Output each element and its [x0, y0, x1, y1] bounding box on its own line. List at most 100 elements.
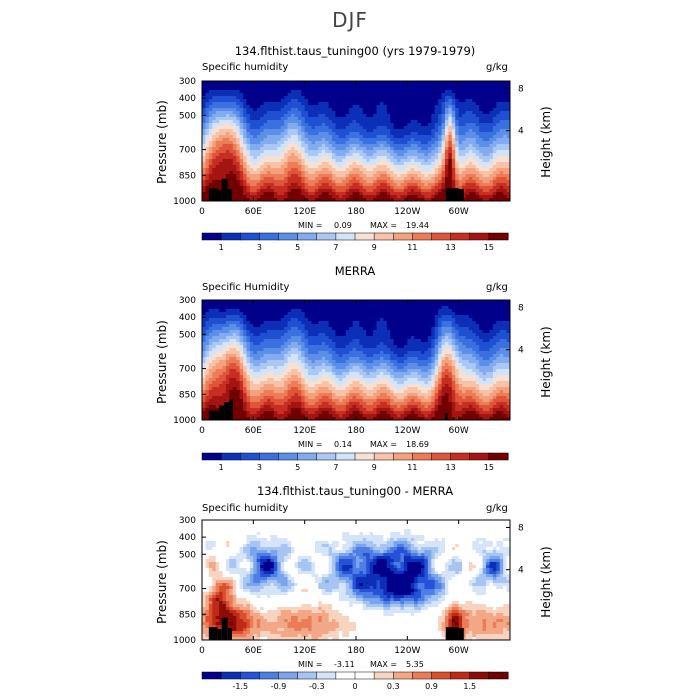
field-cell	[208, 93, 213, 97]
field-cell	[246, 408, 251, 412]
field-cell	[455, 108, 460, 112]
field-cell	[297, 342, 302, 346]
field-cell	[229, 327, 234, 331]
field-cell	[482, 165, 487, 169]
field-cell	[345, 135, 350, 139]
field-cell	[390, 93, 395, 97]
field-cell	[277, 393, 282, 397]
field-cell	[277, 108, 282, 112]
field-cell	[215, 132, 220, 136]
field-cell	[417, 96, 422, 100]
field-cell	[486, 96, 490, 100]
field-cell	[284, 102, 288, 106]
field-cell	[232, 408, 237, 412]
field-cell	[338, 159, 343, 163]
field-cell	[208, 387, 213, 391]
field-cell	[328, 156, 333, 160]
field-cell	[287, 414, 292, 418]
field-cell	[236, 114, 241, 118]
field-cell	[246, 150, 251, 154]
field-cell	[400, 108, 405, 112]
field-cell	[455, 186, 460, 190]
field-cell	[379, 192, 384, 196]
field-cell	[249, 168, 254, 172]
field-cell	[290, 372, 295, 376]
field-cell	[356, 93, 360, 97]
field-cell	[263, 135, 268, 139]
field-cell	[308, 351, 312, 355]
field-cell	[393, 117, 398, 121]
field-cell	[253, 300, 258, 304]
field-cell	[356, 186, 360, 190]
field-cell	[267, 189, 271, 193]
field-cell	[332, 132, 336, 136]
field-cell	[263, 177, 268, 181]
field-cell	[472, 150, 477, 154]
field-cell	[208, 369, 213, 373]
field-cell	[434, 87, 439, 91]
field-cell	[369, 114, 374, 118]
x-tick-label: 60E	[245, 207, 262, 217]
field-cell	[284, 123, 288, 127]
field-cell	[383, 105, 388, 109]
field-cell	[219, 327, 223, 331]
field-cell	[314, 129, 319, 133]
field-cell	[253, 165, 258, 169]
field-cell	[407, 171, 412, 175]
field-cell	[297, 171, 302, 175]
field-cell	[441, 96, 446, 100]
field-cell	[212, 384, 217, 388]
field-cell	[328, 171, 333, 175]
field-cell	[270, 165, 275, 169]
field-cell	[311, 135, 316, 139]
field-cell	[208, 339, 213, 343]
field-cell	[222, 177, 227, 181]
field-cell	[270, 87, 275, 91]
field-cell	[352, 105, 357, 109]
field-cell	[297, 339, 302, 343]
field-cell	[246, 363, 251, 367]
field-cell	[270, 111, 275, 115]
field-cell	[472, 186, 477, 190]
field-cell	[492, 165, 497, 169]
field-cell	[441, 108, 446, 112]
field-cell	[424, 141, 429, 145]
field-cell	[256, 102, 261, 106]
field-cell	[441, 141, 446, 145]
field-cell	[414, 198, 418, 202]
field-cell	[239, 165, 244, 169]
field-cell	[311, 84, 316, 88]
field-cell	[222, 129, 227, 133]
field-cell	[256, 381, 261, 385]
field-cell	[253, 117, 258, 121]
field-cell	[301, 177, 306, 181]
field-cell	[202, 165, 206, 169]
field-cell	[246, 324, 251, 328]
field-cell	[219, 126, 223, 130]
field-cell	[455, 138, 460, 142]
field-cell	[386, 159, 391, 163]
field-cell	[489, 117, 494, 121]
field-cell	[229, 336, 234, 340]
field-cell	[431, 177, 436, 181]
field-cell	[260, 150, 264, 154]
field-cell	[308, 144, 312, 148]
field-cell	[294, 138, 299, 142]
field-cell	[263, 318, 268, 322]
field-cell	[386, 150, 391, 154]
field-cell	[386, 132, 391, 136]
field-cell	[468, 186, 473, 190]
field-cell	[455, 183, 460, 187]
field-cell	[294, 84, 299, 88]
field-cell	[304, 312, 309, 316]
field-cell	[311, 138, 316, 142]
field-cell	[448, 168, 453, 172]
field-cell	[506, 195, 511, 199]
field-cell	[458, 126, 463, 130]
field-cell	[287, 366, 292, 370]
field-cell	[202, 138, 206, 142]
field-cell	[421, 99, 425, 103]
field-cell	[321, 102, 326, 106]
field-cell	[202, 375, 206, 379]
field-cell	[229, 159, 234, 163]
